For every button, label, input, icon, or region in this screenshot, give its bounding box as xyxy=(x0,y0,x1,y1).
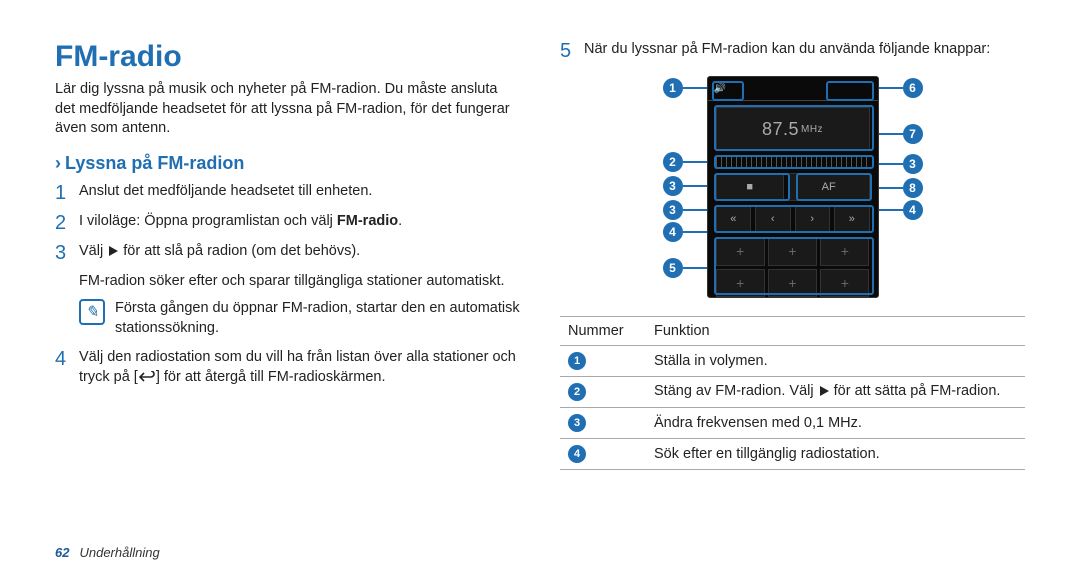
callout-line xyxy=(683,87,707,89)
table-header: Nummer xyxy=(560,317,646,346)
table-row: 2 Stäng av FM-radion. Välj för att sätta … xyxy=(560,377,1025,408)
callout-line xyxy=(879,187,903,189)
table-cell-function: Sök efter en tillgänglig radiostation. xyxy=(646,439,1025,470)
number-circle: 4 xyxy=(568,445,586,463)
callout-number: 3 xyxy=(663,176,683,196)
callout-number: 4 xyxy=(663,222,683,242)
play-icon xyxy=(107,244,119,264)
callout-number: 8 xyxy=(903,178,923,198)
callout-number: 3 xyxy=(903,154,923,174)
callout-number: 3 xyxy=(663,200,683,220)
number-circle: 3 xyxy=(568,414,586,432)
table-cell-number: 1 xyxy=(560,346,646,377)
note-text: Första gången du öppnar FM-radion, start… xyxy=(115,299,520,338)
frequency-display: 87.5MHz xyxy=(716,107,870,151)
callout-line xyxy=(879,163,903,165)
callout-number: 1 xyxy=(663,78,683,98)
callout-line xyxy=(879,209,903,211)
step-3: 3 Välj för att slå på radion (om det beh… xyxy=(55,242,520,264)
table-row: 3 Ändra frekvensen med 0,1 MHz. xyxy=(560,408,1025,439)
left-column: FM-radio Lär dig lyssna på musik och nyh… xyxy=(55,40,520,470)
callout-number: 2 xyxy=(663,152,683,172)
frequency-ticks xyxy=(716,157,870,169)
step-number: 3 xyxy=(55,242,79,264)
preset-cell: + xyxy=(820,237,869,266)
table-cell-number: 2 xyxy=(560,377,646,408)
volume-icon: 🔊 xyxy=(714,83,726,94)
step-number: 1 xyxy=(55,182,79,204)
preset-cell: + xyxy=(820,269,869,298)
intro-text: Lär dig lyssna på musik och nyheter på F… xyxy=(55,80,520,139)
step-text: Välj för att slå på radion (om det behöv… xyxy=(79,242,520,264)
callout-line xyxy=(683,267,707,269)
back-icon xyxy=(138,370,156,390)
af-button: AF xyxy=(788,173,870,201)
control-row-1: ■ AF xyxy=(716,173,870,201)
note-icon: ✎ xyxy=(79,299,105,325)
preset-cell: + xyxy=(768,237,817,266)
step-3-sub: FM-radion söker efter och sparar tillgän… xyxy=(79,272,520,292)
preset-cell: + xyxy=(716,269,765,298)
table-cell-function: Stäng av FM-radion. Välj för att sätta p… xyxy=(646,377,1025,408)
step-1: 1 Anslut det medföljande headsetet till … xyxy=(55,182,520,204)
play-icon xyxy=(818,385,830,401)
preset-grid: + + + + + + xyxy=(716,237,870,297)
table-header-row: Nummer Funktion xyxy=(560,317,1025,346)
step-number: 4 xyxy=(55,348,79,389)
step-text: Anslut det medföljande headsetet till en… xyxy=(79,182,520,204)
table-row: 4 Sök efter en tillgänglig radiostation. xyxy=(560,439,1025,470)
step-text: I viloläge: Öppna programlistan och välj… xyxy=(79,212,520,234)
number-circle: 2 xyxy=(568,383,586,401)
table-cell-number: 4 xyxy=(560,439,646,470)
note-box: ✎ Första gången du öppnar FM-radion, sta… xyxy=(79,299,520,338)
power-button: ■ xyxy=(716,173,784,201)
screen-topbar: 🔊 xyxy=(708,77,878,101)
radio-callout-figure: 123345 67384 🔊 87.5MHz ■ AF xyxy=(560,72,1025,302)
control-row-2: « ‹ › » xyxy=(716,205,870,233)
seek-next-icon: » xyxy=(834,205,870,233)
step-4: 4 Välj den radiostation som du vill ha f… xyxy=(55,348,520,389)
callout-line xyxy=(683,185,707,187)
callout-line xyxy=(879,133,903,135)
chevron-icon: › xyxy=(55,153,61,174)
right-column: 5 När du lyssnar på FM-radion kan du anv… xyxy=(560,40,1025,470)
subheading: ›Lyssna på FM-radion xyxy=(55,153,520,174)
callout-line xyxy=(683,231,707,233)
callout-number: 6 xyxy=(903,78,923,98)
table-cell-number: 3 xyxy=(560,408,646,439)
step-number: 2 xyxy=(55,212,79,234)
page-title: FM-radio xyxy=(55,40,520,74)
page-number: 62 xyxy=(55,545,69,560)
callout-line xyxy=(879,87,903,89)
speaker-label xyxy=(869,84,871,93)
section-title: Underhållning xyxy=(79,545,159,560)
page-footer: 62 Underhållning xyxy=(55,545,160,560)
callout-line xyxy=(683,209,707,211)
callout-number: 7 xyxy=(903,124,923,144)
preset-cell: + xyxy=(716,237,765,266)
phone-screen: 🔊 87.5MHz ■ AF « ‹ › » xyxy=(707,76,879,298)
tune-down-icon: ‹ xyxy=(755,205,791,233)
step-text: När du lyssnar på FM-radion kan du använ… xyxy=(584,40,1025,62)
preset-cell: + xyxy=(768,269,817,298)
step-5: 5 När du lyssnar på FM-radion kan du anv… xyxy=(560,40,1025,62)
step-number: 5 xyxy=(560,40,584,62)
table-header: Funktion xyxy=(646,317,1025,346)
table-cell-function: Ställa in volymen. xyxy=(646,346,1025,377)
step-2: 2 I viloläge: Öppna programlistan och vä… xyxy=(55,212,520,234)
callout-number: 4 xyxy=(903,200,923,220)
seek-prev-icon: « xyxy=(716,205,752,233)
step-text: Välj den radiostation som du vill ha frå… xyxy=(79,348,520,389)
callout-line xyxy=(683,161,707,163)
table-cell-function: Ändra frekvensen med 0,1 MHz. xyxy=(646,408,1025,439)
tune-up-icon: › xyxy=(795,205,831,233)
function-table: Nummer Funktion 1 Ställa in volymen. 2 Stän… xyxy=(560,316,1025,470)
callout-number: 5 xyxy=(663,258,683,278)
table-row: 1 Ställa in volymen. xyxy=(560,346,1025,377)
number-circle: 1 xyxy=(568,352,586,370)
